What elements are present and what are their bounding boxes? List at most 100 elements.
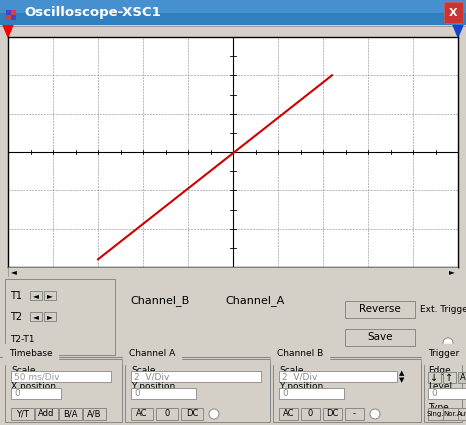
Text: Level: Level — [428, 382, 452, 391]
FancyBboxPatch shape — [428, 408, 443, 420]
FancyBboxPatch shape — [30, 291, 42, 300]
Text: Y position: Y position — [131, 382, 175, 391]
FancyBboxPatch shape — [131, 408, 153, 420]
Text: ►: ► — [449, 267, 455, 277]
FancyBboxPatch shape — [323, 408, 342, 420]
Text: 0: 0 — [14, 389, 20, 398]
Bar — [279, 371, 397, 382]
FancyBboxPatch shape — [11, 408, 34, 420]
Text: Ext. Trigger: Ext. Trigger — [420, 306, 466, 314]
Text: Add: Add — [38, 410, 55, 419]
FancyBboxPatch shape — [44, 291, 56, 300]
Text: Reverse: Reverse — [359, 304, 401, 314]
Bar — [428, 388, 466, 399]
Text: A: A — [460, 373, 466, 382]
FancyBboxPatch shape — [428, 372, 441, 383]
Text: Nor.: Nor. — [444, 411, 458, 417]
Text: 2  V/Div: 2 V/Div — [134, 372, 169, 381]
FancyBboxPatch shape — [458, 372, 466, 383]
Text: AC: AC — [136, 410, 148, 419]
Text: 50 ms/Div: 50 ms/Div — [14, 372, 60, 381]
Text: Edge: Edge — [428, 366, 451, 375]
FancyBboxPatch shape — [443, 372, 456, 383]
Bar — [11, 10, 16, 15]
FancyBboxPatch shape — [156, 408, 178, 420]
FancyBboxPatch shape — [44, 312, 56, 321]
Circle shape — [370, 409, 380, 419]
Text: Channel A: Channel A — [129, 349, 175, 358]
Bar — [279, 388, 344, 399]
Circle shape — [443, 338, 453, 348]
Text: Save: Save — [367, 332, 393, 343]
Bar — [11, 371, 111, 382]
Text: 0: 0 — [134, 389, 140, 398]
FancyBboxPatch shape — [30, 312, 42, 321]
FancyBboxPatch shape — [345, 329, 415, 346]
Text: ◄: ◄ — [11, 267, 17, 277]
Text: Scale: Scale — [131, 366, 156, 375]
FancyBboxPatch shape — [458, 408, 466, 420]
Text: ↑: ↑ — [445, 373, 453, 383]
Text: 0: 0 — [308, 410, 313, 419]
Bar — [131, 388, 196, 399]
Text: ▲: ▲ — [399, 370, 404, 376]
Bar — [424, 359, 462, 422]
Circle shape — [209, 409, 219, 419]
FancyBboxPatch shape — [279, 408, 298, 420]
FancyBboxPatch shape — [35, 408, 58, 420]
Text: DC: DC — [326, 410, 339, 419]
Text: Y position: Y position — [279, 382, 323, 391]
FancyBboxPatch shape — [345, 301, 415, 318]
Text: ◄: ◄ — [33, 291, 39, 300]
Text: X position: X position — [11, 382, 56, 391]
Bar — [11, 15, 16, 20]
Text: Scale: Scale — [11, 366, 35, 375]
Text: 0: 0 — [431, 389, 437, 398]
Bar — [125, 359, 270, 422]
Text: -: - — [353, 410, 356, 419]
Text: Channel_A: Channel_A — [225, 295, 284, 306]
Text: Sing.: Sing. — [427, 411, 444, 417]
Text: Oscilloscope-XSC1: Oscilloscope-XSC1 — [24, 6, 161, 19]
Text: 0: 0 — [164, 410, 170, 419]
Text: DC: DC — [186, 410, 198, 419]
Text: Trigger: Trigger — [428, 349, 459, 358]
Text: Channel B: Channel B — [277, 349, 323, 358]
Bar — [6, 10, 11, 15]
Polygon shape — [3, 25, 13, 37]
FancyBboxPatch shape — [443, 408, 458, 420]
Text: ↓: ↓ — [431, 373, 439, 383]
Bar — [0, 0, 466, 12]
FancyBboxPatch shape — [83, 408, 106, 420]
Bar — [444, 2, 463, 23]
FancyBboxPatch shape — [181, 408, 203, 420]
Bar — [273, 359, 421, 422]
Bar — [11, 388, 61, 399]
FancyBboxPatch shape — [301, 408, 320, 420]
Bar — [131, 371, 261, 382]
Text: ►: ► — [47, 291, 53, 300]
Bar — [6, 15, 11, 20]
FancyBboxPatch shape — [59, 408, 82, 420]
Text: T2: T2 — [10, 312, 22, 322]
Text: Y/T: Y/T — [16, 410, 29, 419]
Text: AC: AC — [283, 410, 294, 419]
Text: ▼: ▼ — [399, 377, 404, 383]
FancyBboxPatch shape — [345, 408, 364, 420]
Text: T1: T1 — [10, 291, 22, 301]
Text: T2-T1: T2-T1 — [10, 335, 34, 344]
Text: X: X — [449, 8, 458, 17]
Bar — [5, 279, 115, 355]
Text: A/B: A/B — [87, 410, 102, 419]
Text: Scale: Scale — [279, 366, 303, 375]
Text: 0: 0 — [282, 389, 288, 398]
Text: Channel_B: Channel_B — [130, 295, 189, 306]
Text: Auto: Auto — [457, 411, 466, 417]
Text: B/A: B/A — [63, 410, 78, 419]
Text: ◄: ◄ — [33, 312, 39, 321]
Text: 2  V/Div: 2 V/Div — [282, 372, 317, 381]
Text: Type: Type — [428, 403, 449, 413]
Polygon shape — [453, 25, 463, 37]
Bar — [5, 359, 122, 422]
Text: Timebase: Timebase — [9, 349, 53, 358]
